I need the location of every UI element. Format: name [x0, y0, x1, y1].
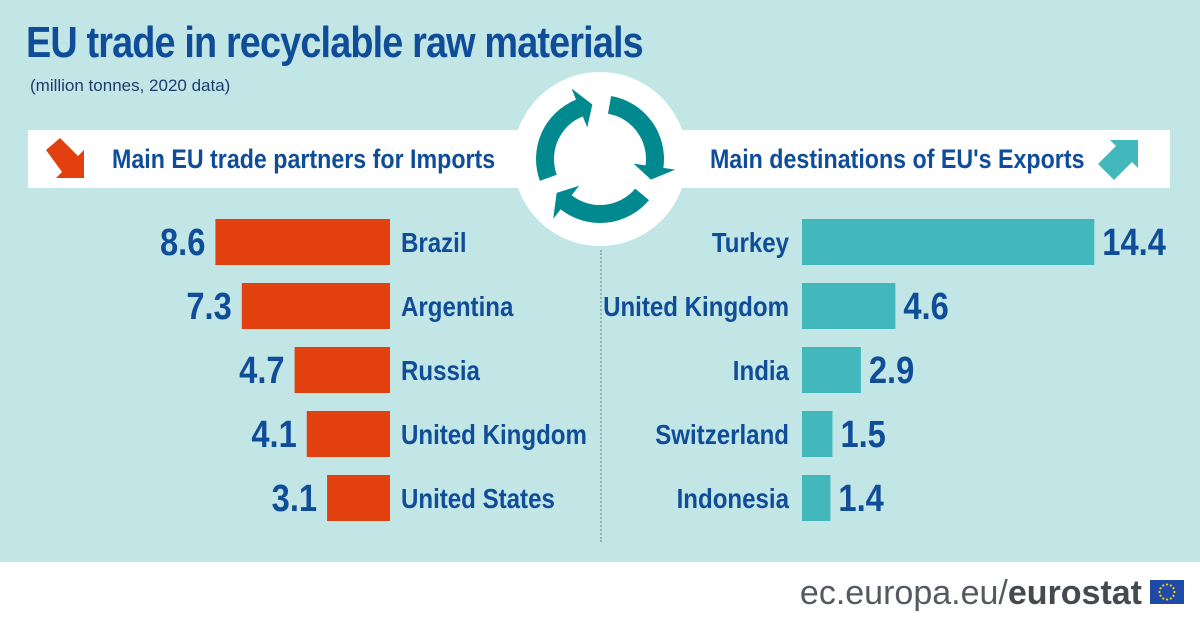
import-bar [306, 411, 390, 457]
divider [600, 250, 602, 542]
export-bar [802, 475, 831, 521]
bar-charts: 8.6 Brazil 7.3 Argentina 4.7 Russia 4.1 United … [160, 219, 1166, 521]
export-country-label: India [733, 354, 790, 386]
page-title: EU trade in recyclable raw materials [26, 18, 644, 67]
export-value-label: 4.6 [903, 285, 948, 328]
import-value-label: 7.3 [186, 285, 231, 328]
exports-header: Main destinations of EU's Exports [650, 130, 1170, 188]
import-country-label: Argentina [401, 290, 514, 322]
import-value-label: 3.1 [272, 477, 317, 520]
import-value-label: 4.1 [251, 413, 296, 456]
up-right-arrow-icon [1098, 140, 1138, 180]
recycle-cycle-icon [513, 72, 687, 246]
export-value-label: 14.4 [1102, 221, 1166, 264]
export-country-label: Switzerland [655, 418, 789, 450]
page-subtitle: (million tonnes, 2020 data) [30, 76, 231, 95]
import-country-label: United States [401, 482, 555, 514]
site-text: ec.europa.eu/ [799, 574, 1008, 612]
export-country-label: Indonesia [677, 482, 790, 514]
import-value-label: 4.7 [239, 349, 284, 392]
export-bar [802, 347, 861, 393]
export-bar [802, 283, 896, 329]
export-value-label: 1.5 [840, 413, 885, 456]
down-right-arrow-icon [46, 138, 84, 178]
eu-flag-icon [1150, 580, 1184, 604]
import-value-label: 8.6 [160, 221, 205, 264]
export-country-label: United Kingdom [603, 290, 789, 322]
import-bar [327, 475, 390, 521]
import-bar [294, 347, 390, 393]
imports-header: Main EU trade partners for Imports [28, 130, 548, 188]
import-country-label: Russia [401, 354, 480, 386]
import-country-label: Brazil [401, 226, 467, 258]
import-country-label: United Kingdom [401, 418, 587, 450]
exports-label: Main destinations of EU's Exports [709, 144, 1084, 174]
export-value-label: 2.9 [869, 349, 914, 392]
export-value-label: 1.4 [838, 477, 884, 520]
import-bar [241, 283, 390, 329]
export-bar [802, 411, 833, 457]
import-bar [215, 219, 390, 265]
brand-text: eurostat [1007, 574, 1142, 612]
export-bar [802, 219, 1095, 265]
footer: ec.europa.eu/eurostat [0, 562, 1200, 630]
recycle-arrows [536, 88, 676, 223]
export-country-label: Turkey [712, 226, 790, 258]
source-link[interactable]: ec.europa.eu/eurostat [800, 574, 1142, 613]
imports-label: Main EU trade partners for Imports [112, 144, 496, 174]
